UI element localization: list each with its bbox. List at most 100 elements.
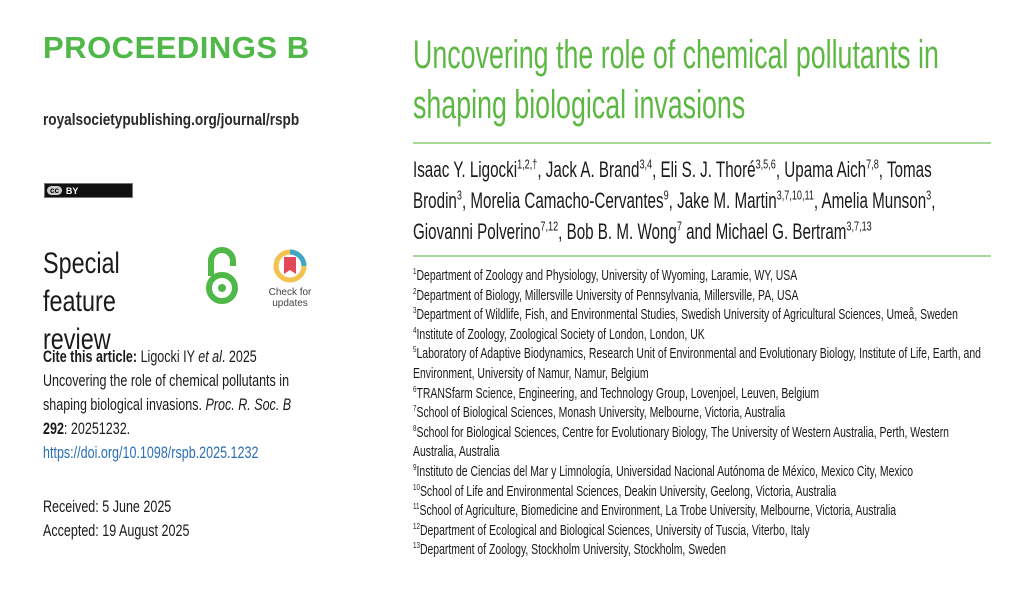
affiliation: 12Department of Ecological and Biologica… <box>413 522 989 542</box>
cc-by-license-badge[interactable]: cc BY <box>44 183 133 198</box>
text: , <box>931 188 936 213</box>
superscript: 3,4 <box>639 156 653 172</box>
text: School of Life and Environmental Science… <box>419 483 837 500</box>
dates: Received: 5 June 2025 Accepted: 19 August… <box>43 495 301 543</box>
cite-journal: Proc. R. Soc. B <box>205 396 292 414</box>
by-label: BY <box>65 185 79 196</box>
superscript: 1,2,† <box>517 156 538 172</box>
affiliation: 9Instituto de Ciencias del Mar y Limnolo… <box>413 463 989 483</box>
superscript: 11 <box>413 501 420 512</box>
superscript: 7 <box>676 218 682 234</box>
author: Giovanni Polverino7,12, <box>413 219 567 244</box>
affiliation: 2Department of Biology, Millersville Uni… <box>413 285 989 307</box>
text: and <box>681 219 716 244</box>
text: Department of Ecological and Biological … <box>419 522 810 539</box>
affiliation: 11School of Agriculture, Biomedicine and… <box>413 502 989 522</box>
text: , <box>775 157 785 182</box>
author-list: Isaac Y. Ligocki1,2,†, Jack A. Brand3,4,… <box>413 154 986 247</box>
author: Michael G. Bertram3,7,13 <box>716 219 872 244</box>
text: Department of Zoology and Physiology, Un… <box>416 268 798 284</box>
affiliation: 5Laboratory of Adaptive Biodynamics, Res… <box>413 345 989 384</box>
journal-url[interactable]: royalsocietypublishing.org/journal/rspb <box>43 110 300 129</box>
superscript: 7,12 <box>540 218 559 234</box>
text: School for Biological Sciences, Centre f… <box>413 424 949 461</box>
superscript: 3,7,13 <box>846 218 872 234</box>
superscript: 10 <box>413 481 420 492</box>
superscript: 3,5,6 <box>755 156 776 172</box>
author: Morelia Camacho-Cervantes9, <box>470 188 677 213</box>
superscript: 5 <box>413 344 417 355</box>
superscript: 7,8 <box>866 156 879 172</box>
text: Giovanni Polverino <box>413 219 541 244</box>
check-updates-label: updates <box>272 298 308 309</box>
text: Amelia Munson <box>821 188 927 213</box>
cite-year: . 2025 <box>221 348 257 366</box>
check-for-updates-button[interactable]: Check for updates <box>266 248 314 309</box>
affiliation: 13Department of Zoology, Stockholm Unive… <box>413 541 989 561</box>
article-title: Uncovering the role of chemical pollutan… <box>413 33 939 127</box>
text: , <box>813 188 822 213</box>
check-updates-label: Check for <box>268 287 312 298</box>
author: Jake M. Martin3,7,10,11, <box>677 188 821 213</box>
text: , <box>537 157 546 182</box>
text: Department of Zoology, Stockholm Univers… <box>419 542 726 559</box>
citation-block: Cite this article: Ligocki IY et al. 202… <box>43 345 301 465</box>
article-type-line: review <box>43 323 111 356</box>
text: , <box>668 188 678 213</box>
superscript: 3 <box>456 187 462 203</box>
cc-icon: cc <box>47 186 62 195</box>
text: Institute of Zoology, Zoological Society… <box>416 326 705 343</box>
text: Department of Biology, Millersville Univ… <box>416 287 799 304</box>
text: Laboratory of Adaptive Biodynamics, Rese… <box>413 346 981 382</box>
author: Upama Aich7,8, <box>784 157 887 182</box>
text: Tomas Brodin <box>413 157 932 213</box>
affiliation: 4Institute of Zoology, Zoological Societ… <box>413 326 989 346</box>
superscript: 3,7,10,11 <box>776 187 814 203</box>
cite-title: Uncovering the role of chemical pollutan… <box>43 372 290 414</box>
superscript: 12 <box>413 520 420 531</box>
text: School of Agriculture, Biomedicine and E… <box>419 503 897 520</box>
cite-article: : 20251232. <box>63 420 131 438</box>
text: Jake M. Martin <box>677 188 777 213</box>
author-list-wrapper: Isaac Y. Ligocki1,2,†, Jack A. Brand3,4,… <box>413 154 993 247</box>
divider <box>413 255 991 257</box>
superscript: 8 <box>413 422 417 433</box>
text: Isaac Y. Ligocki <box>413 157 518 182</box>
text: School of Biological Sciences, Monash Un… <box>416 405 786 422</box>
received-date: Received: 5 June 2025 <box>43 498 172 516</box>
text: Upama Aich <box>784 157 867 182</box>
affiliation: 7School of Biological Sciences, Monash U… <box>413 404 989 424</box>
author: Jack A. Brand3,4, <box>546 157 661 182</box>
text: Department of Wildlife, Fish, and Enviro… <box>416 307 958 324</box>
affiliation: 1Department of Zoology and Physiology, U… <box>413 267 989 287</box>
superscript: 3 <box>926 187 932 203</box>
text: Eli S. J. Thoré <box>660 157 756 182</box>
affiliation: 8School for Biological Sciences, Centre … <box>413 424 989 463</box>
accepted-date: Accepted: 19 August 2025 <box>43 522 190 540</box>
superscript: 13 <box>413 540 420 551</box>
superscript: 9 <box>413 462 417 473</box>
author: Eli S. J. Thoré3,5,6, <box>661 157 785 182</box>
superscript: 2 <box>413 285 417 296</box>
text: Jack A. Brand <box>545 157 640 182</box>
text: Bob B. M. Wong <box>566 219 677 244</box>
article-type-line: Special feature <box>43 247 120 318</box>
doi-link[interactable]: https://doi.org/10.1098/rspb.2025.1232 <box>43 444 259 462</box>
text: , <box>652 157 661 182</box>
open-access-icon <box>206 247 238 304</box>
superscript: 9 <box>663 187 669 203</box>
cite-label: Cite this article: <box>43 348 138 366</box>
superscript: 7 <box>413 403 417 414</box>
superscript: 6 <box>413 383 417 394</box>
left-column: Cite this article: Ligocki IY et al. 202… <box>43 345 301 543</box>
affiliation: 3Department of Wildlife, Fish, and Envir… <box>413 306 989 326</box>
affiliation-list: 1Department of Zoology and Physiology, U… <box>413 267 989 561</box>
text: Morelia Camacho-Cervantes <box>470 188 664 213</box>
text: Instituto de Ciencias del Mar y Limnolog… <box>416 463 914 480</box>
cite-volume: 292 <box>43 420 64 438</box>
author: Isaac Y. Ligocki1,2,†, <box>413 157 546 182</box>
cite-etal: et al <box>198 348 222 366</box>
superscript: 1 <box>413 266 417 277</box>
text: TRANSfarm Science, Engineering, and Tech… <box>416 385 820 402</box>
author: Bob B. M. Wong7 and <box>567 219 716 244</box>
